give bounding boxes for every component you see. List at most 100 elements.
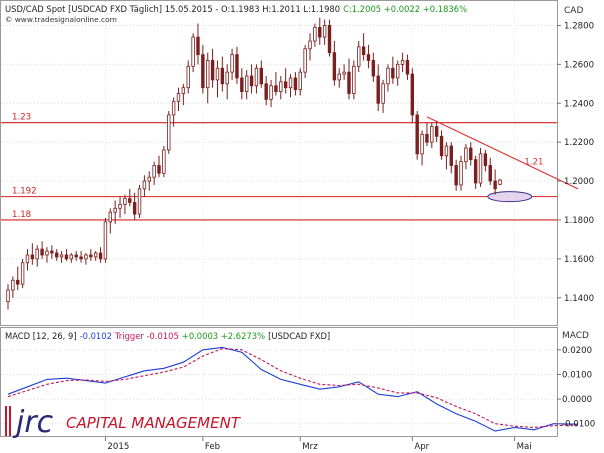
macd-tick-label: -0.0100 <box>562 420 595 430</box>
candle <box>220 56 225 92</box>
candle <box>35 245 39 267</box>
candle-body <box>313 26 317 42</box>
candle <box>108 208 112 234</box>
candle-body <box>439 135 444 157</box>
candle <box>171 97 176 127</box>
candle <box>230 48 234 80</box>
time-tick-label: Feb <box>205 442 220 452</box>
candle <box>473 155 478 189</box>
candle-body <box>342 71 346 75</box>
price-tick-label: 1.2200 <box>564 138 594 148</box>
level-label: 1.18 <box>12 210 31 220</box>
logo-jrc: jrc <box>12 405 54 440</box>
candle <box>142 175 147 197</box>
candle-body <box>279 81 283 92</box>
candle <box>244 70 249 100</box>
time-axis: 2015 Feb Mrz Apr Mai <box>104 437 532 452</box>
candle-body <box>128 198 132 203</box>
candle-body <box>376 75 380 104</box>
candle-body <box>98 252 103 260</box>
candle <box>259 60 264 88</box>
candle <box>293 72 298 96</box>
candle <box>488 157 492 185</box>
company-logo: jrc CAPITAL MANAGEMENT <box>5 405 242 440</box>
candle-body <box>137 188 142 215</box>
candle <box>240 68 244 100</box>
candle-body <box>347 71 351 94</box>
candle <box>249 64 254 94</box>
candle-body <box>171 100 176 116</box>
candle-body <box>352 65 356 94</box>
candle-body <box>30 254 35 260</box>
candle <box>181 83 186 106</box>
candle <box>79 251 83 263</box>
candle <box>74 251 78 261</box>
candle-body <box>459 161 463 186</box>
candle <box>196 23 200 65</box>
candle-body <box>249 75 254 87</box>
candle-body <box>35 248 39 260</box>
candle <box>254 64 259 94</box>
macd-axis: MACD 0.0200 0.0100 0.0000 -0.0100 <box>557 331 595 430</box>
macd-value: -0.0102 <box>80 331 112 341</box>
candle-body <box>20 262 25 285</box>
candle <box>225 64 229 100</box>
candle-body <box>25 254 30 264</box>
candle <box>274 72 278 96</box>
candle-body <box>303 48 307 73</box>
candle <box>405 54 410 80</box>
candle-body <box>464 147 468 163</box>
instrument-label: [USDCAD FXD] <box>268 331 330 341</box>
candle-body <box>108 211 112 223</box>
candle-body <box>142 180 147 190</box>
trendline-layer: 1.21 <box>426 116 579 190</box>
macd-lines <box>7 346 578 432</box>
candle <box>337 68 341 88</box>
candle-body <box>415 114 419 155</box>
level-label: 1.192 <box>12 187 37 197</box>
candle <box>498 178 502 185</box>
candle-body <box>191 36 195 67</box>
candle-body <box>274 85 278 92</box>
candle <box>449 142 453 174</box>
resistance-trendline <box>426 116 579 190</box>
candle <box>361 33 366 61</box>
candle-body <box>425 133 429 143</box>
candle <box>434 120 439 143</box>
candle-body <box>493 180 497 190</box>
candle-body <box>288 77 293 89</box>
candle <box>20 258 25 289</box>
price-tick-label: 1.1400 <box>564 294 594 304</box>
close-change-text: C:1.2005 +0.0022 +0.1836% <box>343 4 467 14</box>
candle-body <box>381 83 385 104</box>
price-tick-label: 1.2600 <box>564 60 594 70</box>
candle-body <box>444 145 449 157</box>
candle-body <box>298 71 302 91</box>
candle <box>89 249 93 261</box>
candle <box>493 169 497 195</box>
candle <box>103 218 108 263</box>
candle-body <box>478 153 483 184</box>
candle-body <box>6 289 10 303</box>
candle-body <box>283 81 288 89</box>
candle-body <box>79 256 83 260</box>
candle <box>386 64 390 92</box>
candle <box>93 251 98 261</box>
support-resistance-lines: 1.23 1.192 1.18 <box>1 113 557 221</box>
candle <box>454 159 458 191</box>
candle-body <box>64 254 69 260</box>
candle <box>357 41 361 73</box>
candle <box>347 58 351 100</box>
candle-body <box>371 60 376 77</box>
candle-body <box>454 165 458 186</box>
candle <box>215 60 220 98</box>
website-credit: © www.tradesignalonline.com <box>5 15 117 24</box>
candle <box>137 184 142 219</box>
candle-body <box>113 207 117 213</box>
candle-body <box>337 73 341 81</box>
candle <box>235 46 239 84</box>
candle <box>264 76 268 106</box>
macd-panel-frame <box>0 327 558 437</box>
candle <box>308 33 312 61</box>
